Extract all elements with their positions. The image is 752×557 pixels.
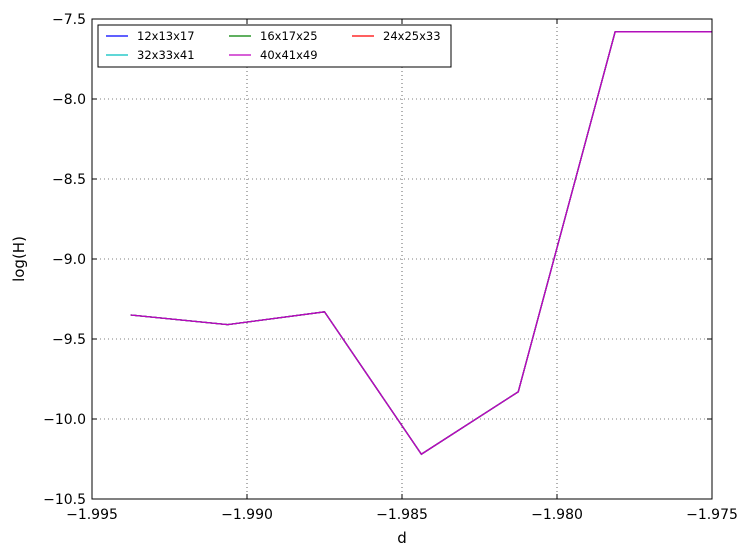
x-tick-label: −1.995 bbox=[66, 507, 118, 523]
legend-label: 32x33x41 bbox=[137, 48, 195, 62]
grid-lines bbox=[92, 19, 712, 499]
x-tick-label: −1.990 bbox=[221, 507, 273, 523]
legend-box bbox=[97, 24, 452, 68]
y-axis-label: log(H) bbox=[10, 236, 28, 282]
x-tick-label: −1.985 bbox=[376, 507, 428, 523]
series-line-40x41x49 bbox=[130, 31, 712, 456]
x-tick-label: −1.975 bbox=[686, 507, 738, 523]
x-tick-label: −1.980 bbox=[531, 507, 583, 523]
legend-label: 16x17x25 bbox=[260, 29, 318, 43]
x-axis-label: d bbox=[397, 529, 407, 547]
legend-label: 40x41x49 bbox=[260, 48, 318, 62]
y-tick-label: −8.5 bbox=[52, 172, 86, 188]
y-tick-label: −9.0 bbox=[52, 252, 86, 268]
legend-label: 12x13x17 bbox=[137, 29, 195, 43]
y-tick-label: −10.5 bbox=[43, 492, 86, 508]
y-tick-label: −9.5 bbox=[52, 332, 86, 348]
axis-ticks bbox=[91, 18, 713, 500]
tick-labels: −1.995 −1.990 −1.985 −1.980 −1.975 −7.5 −8.0 −8… bbox=[43, 12, 738, 523]
legend: 12x13x17 16x17x25 24x25x33 32x33x41 40x41x49 bbox=[97, 24, 452, 68]
y-tick-label: −8.0 bbox=[52, 92, 86, 108]
y-tick-label: −7.5 bbox=[52, 12, 86, 28]
legend-label: 24x25x33 bbox=[383, 29, 441, 43]
series-lines bbox=[130, 31, 712, 456]
y-tick-label: −10.0 bbox=[43, 412, 86, 428]
